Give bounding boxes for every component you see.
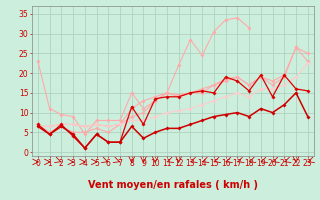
X-axis label: Vent moyen/en rafales ( km/h ): Vent moyen/en rafales ( km/h ) [88,180,258,190]
